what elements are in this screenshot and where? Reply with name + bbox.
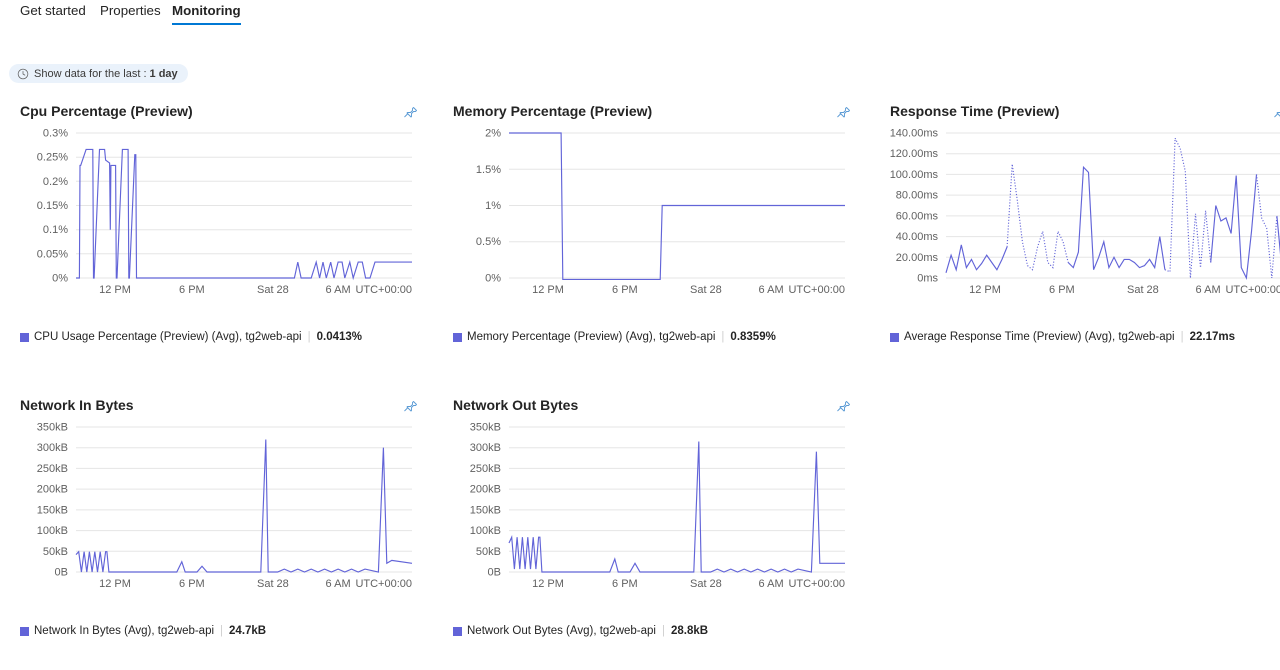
svg-text:Sat 28: Sat 28	[257, 284, 289, 296]
svg-text:0.5%: 0.5%	[476, 236, 501, 248]
svg-text:250kB: 250kB	[470, 463, 501, 475]
svg-text:0%: 0%	[52, 273, 68, 285]
svg-text:6 PM: 6 PM	[179, 284, 205, 296]
svg-text:UTC+00:00: UTC+00:00	[355, 284, 412, 296]
svg-text:UTC+00:00: UTC+00:00	[788, 578, 845, 590]
svg-text:Sat 28: Sat 28	[257, 578, 289, 590]
svg-text:1.5%: 1.5%	[476, 164, 501, 176]
svg-text:0.1%: 0.1%	[43, 224, 68, 236]
svg-text:6 PM: 6 PM	[1049, 284, 1075, 296]
svg-text:0.2%: 0.2%	[43, 176, 68, 188]
svg-text:350kB: 350kB	[37, 422, 68, 434]
svg-text:80.00ms: 80.00ms	[896, 190, 939, 202]
svg-text:12 PM: 12 PM	[99, 284, 131, 296]
svg-text:6 PM: 6 PM	[179, 578, 205, 590]
svg-text:150kB: 150kB	[37, 504, 68, 516]
svg-text:UTC+00:00: UTC+00:00	[1225, 284, 1280, 296]
svg-text:50kB: 50kB	[43, 546, 68, 558]
svg-text:2%: 2%	[485, 128, 501, 140]
svg-text:Sat 28: Sat 28	[690, 578, 722, 590]
svg-text:150kB: 150kB	[470, 504, 501, 516]
svg-text:120.00ms: 120.00ms	[890, 148, 938, 160]
svg-text:250kB: 250kB	[37, 463, 68, 475]
svg-text:6 AM: 6 AM	[1196, 284, 1221, 296]
svg-text:0B: 0B	[55, 567, 68, 579]
svg-text:140.00ms: 140.00ms	[890, 128, 938, 140]
svg-text:0%: 0%	[485, 273, 501, 285]
svg-text:Sat 28: Sat 28	[1127, 284, 1159, 296]
svg-text:6 AM: 6 AM	[326, 578, 351, 590]
svg-text:200kB: 200kB	[470, 484, 501, 496]
svg-text:UTC+00:00: UTC+00:00	[788, 284, 845, 296]
svg-text:40.00ms: 40.00ms	[896, 231, 939, 243]
svg-text:Sat 28: Sat 28	[690, 284, 722, 296]
svg-text:0.15%: 0.15%	[37, 200, 68, 212]
svg-text:200kB: 200kB	[37, 484, 68, 496]
svg-text:1%: 1%	[485, 200, 501, 212]
svg-text:6 PM: 6 PM	[612, 578, 638, 590]
svg-text:6 AM: 6 AM	[759, 578, 784, 590]
svg-text:100.00ms: 100.00ms	[890, 169, 938, 181]
svg-text:300kB: 300kB	[37, 442, 68, 454]
svg-text:50kB: 50kB	[476, 546, 501, 558]
svg-text:0.3%: 0.3%	[43, 128, 68, 140]
svg-text:12 PM: 12 PM	[532, 578, 564, 590]
svg-text:0.05%: 0.05%	[37, 248, 68, 260]
svg-text:20.00ms: 20.00ms	[896, 252, 939, 264]
svg-text:6 AM: 6 AM	[326, 284, 351, 296]
svg-text:UTC+00:00: UTC+00:00	[355, 578, 412, 590]
svg-text:6 PM: 6 PM	[612, 284, 638, 296]
svg-text:12 PM: 12 PM	[532, 284, 564, 296]
svg-text:100kB: 100kB	[37, 525, 68, 537]
svg-text:0B: 0B	[488, 567, 501, 579]
svg-text:100kB: 100kB	[470, 525, 501, 537]
svg-text:0ms: 0ms	[917, 273, 938, 285]
svg-text:12 PM: 12 PM	[99, 578, 131, 590]
svg-text:300kB: 300kB	[470, 442, 501, 454]
svg-text:12 PM: 12 PM	[969, 284, 1001, 296]
svg-text:6 AM: 6 AM	[759, 284, 784, 296]
svg-text:60.00ms: 60.00ms	[896, 210, 939, 222]
svg-text:0.25%: 0.25%	[37, 152, 68, 164]
svg-text:350kB: 350kB	[470, 422, 501, 434]
